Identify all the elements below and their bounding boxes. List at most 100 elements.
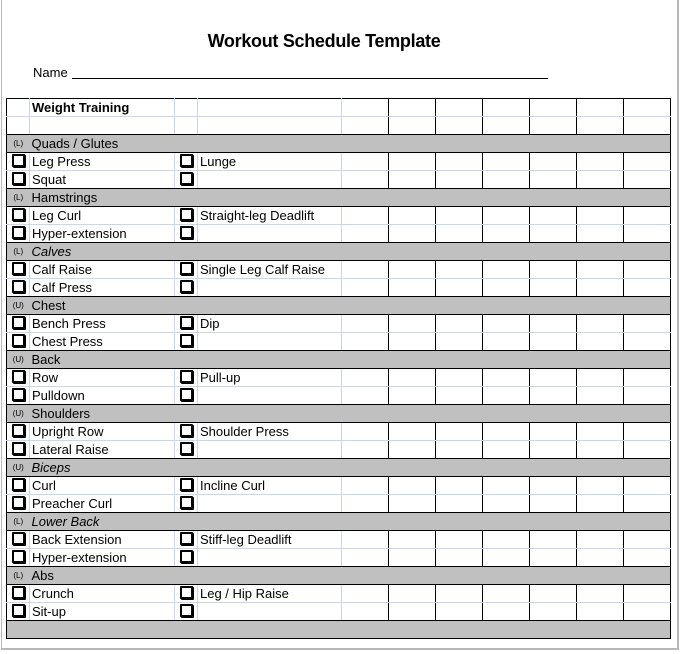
checkbox-cell[interactable] [6, 494, 30, 513]
checkbox-cell[interactable] [174, 422, 198, 441]
day-cell[interactable] [623, 530, 671, 549]
day-cell[interactable] [529, 476, 577, 495]
day-cell[interactable] [341, 494, 389, 513]
checkbox[interactable] [180, 370, 193, 383]
day-cell[interactable] [623, 584, 671, 603]
day-cell[interactable] [388, 440, 436, 459]
day-cell[interactable] [482, 224, 530, 243]
checkbox[interactable] [180, 532, 193, 545]
day-cell[interactable] [435, 530, 483, 549]
day-cell[interactable] [482, 116, 530, 135]
checkbox-cell[interactable] [174, 602, 198, 621]
checkbox[interactable] [12, 208, 25, 221]
checkbox[interactable] [12, 316, 25, 329]
day-cell[interactable] [623, 314, 671, 333]
day-cell[interactable] [435, 584, 483, 603]
day-cell[interactable] [341, 98, 389, 117]
day-cell[interactable] [435, 440, 483, 459]
day-cell[interactable] [388, 530, 436, 549]
checkbox[interactable] [180, 496, 193, 509]
day-cell[interactable] [341, 440, 389, 459]
checkbox[interactable] [12, 388, 25, 401]
day-cell[interactable] [435, 602, 483, 621]
day-cell[interactable] [341, 422, 389, 441]
day-cell[interactable] [435, 548, 483, 567]
day-cell[interactable] [388, 116, 436, 135]
day-cell[interactable] [529, 368, 577, 387]
checkbox-cell[interactable] [174, 368, 198, 387]
day-cell[interactable] [576, 386, 624, 405]
checkbox-cell[interactable] [6, 602, 30, 621]
day-cell[interactable] [435, 206, 483, 225]
day-cell[interactable] [341, 116, 389, 135]
checkbox[interactable] [12, 226, 25, 239]
day-cell[interactable] [482, 152, 530, 171]
checkbox-cell[interactable] [174, 206, 198, 225]
day-cell[interactable] [623, 368, 671, 387]
checkbox[interactable] [180, 208, 193, 221]
day-cell[interactable] [341, 548, 389, 567]
day-cell[interactable] [482, 368, 530, 387]
checkbox-cell[interactable] [174, 278, 198, 297]
checkbox-cell[interactable] [6, 368, 30, 387]
day-cell[interactable] [341, 224, 389, 243]
checkbox[interactable] [180, 424, 193, 437]
day-cell[interactable] [435, 170, 483, 189]
checkbox[interactable] [180, 316, 193, 329]
day-cell[interactable] [435, 152, 483, 171]
day-cell[interactable] [623, 260, 671, 279]
day-cell[interactable] [529, 602, 577, 621]
day-cell[interactable] [341, 332, 389, 351]
checkbox-cell[interactable] [6, 152, 30, 171]
day-cell[interactable] [623, 98, 671, 117]
day-cell[interactable] [529, 440, 577, 459]
day-cell[interactable] [341, 170, 389, 189]
day-cell[interactable] [435, 332, 483, 351]
day-cell[interactable] [576, 332, 624, 351]
day-cell[interactable] [576, 98, 624, 117]
day-cell[interactable] [623, 422, 671, 441]
day-cell[interactable] [435, 98, 483, 117]
checkbox-cell[interactable] [6, 530, 30, 549]
day-cell[interactable] [482, 476, 530, 495]
day-cell[interactable] [388, 206, 436, 225]
day-cell[interactable] [623, 602, 671, 621]
checkbox-cell[interactable] [6, 170, 30, 189]
checkbox-cell[interactable] [174, 332, 198, 351]
day-cell[interactable] [482, 98, 530, 117]
checkbox-cell[interactable] [174, 548, 198, 567]
day-cell[interactable] [529, 530, 577, 549]
day-cell[interactable] [388, 548, 436, 567]
day-cell[interactable] [623, 332, 671, 351]
day-cell[interactable] [482, 548, 530, 567]
day-cell[interactable] [529, 332, 577, 351]
checkbox-cell[interactable] [6, 548, 30, 567]
day-cell[interactable] [529, 98, 577, 117]
checkbox[interactable] [180, 388, 193, 401]
checkbox-cell[interactable] [6, 386, 30, 405]
checkbox-cell[interactable] [174, 170, 198, 189]
day-cell[interactable] [623, 206, 671, 225]
checkbox[interactable] [180, 442, 193, 455]
day-cell[interactable] [341, 152, 389, 171]
day-cell[interactable] [482, 206, 530, 225]
day-cell[interactable] [482, 494, 530, 513]
day-cell[interactable] [388, 494, 436, 513]
day-cell[interactable] [341, 260, 389, 279]
day-cell[interactable] [623, 278, 671, 297]
checkbox-cell[interactable] [6, 422, 30, 441]
day-cell[interactable] [388, 170, 436, 189]
day-cell[interactable] [388, 98, 436, 117]
checkbox-cell[interactable] [6, 260, 30, 279]
day-cell[interactable] [341, 530, 389, 549]
day-cell[interactable] [341, 368, 389, 387]
checkbox-cell[interactable] [6, 440, 30, 459]
day-cell[interactable] [341, 278, 389, 297]
checkbox[interactable] [12, 172, 25, 185]
day-cell[interactable] [623, 548, 671, 567]
day-cell[interactable] [529, 494, 577, 513]
day-cell[interactable] [529, 152, 577, 171]
day-cell[interactable] [435, 368, 483, 387]
checkbox[interactable] [12, 604, 25, 617]
day-cell[interactable] [435, 224, 483, 243]
